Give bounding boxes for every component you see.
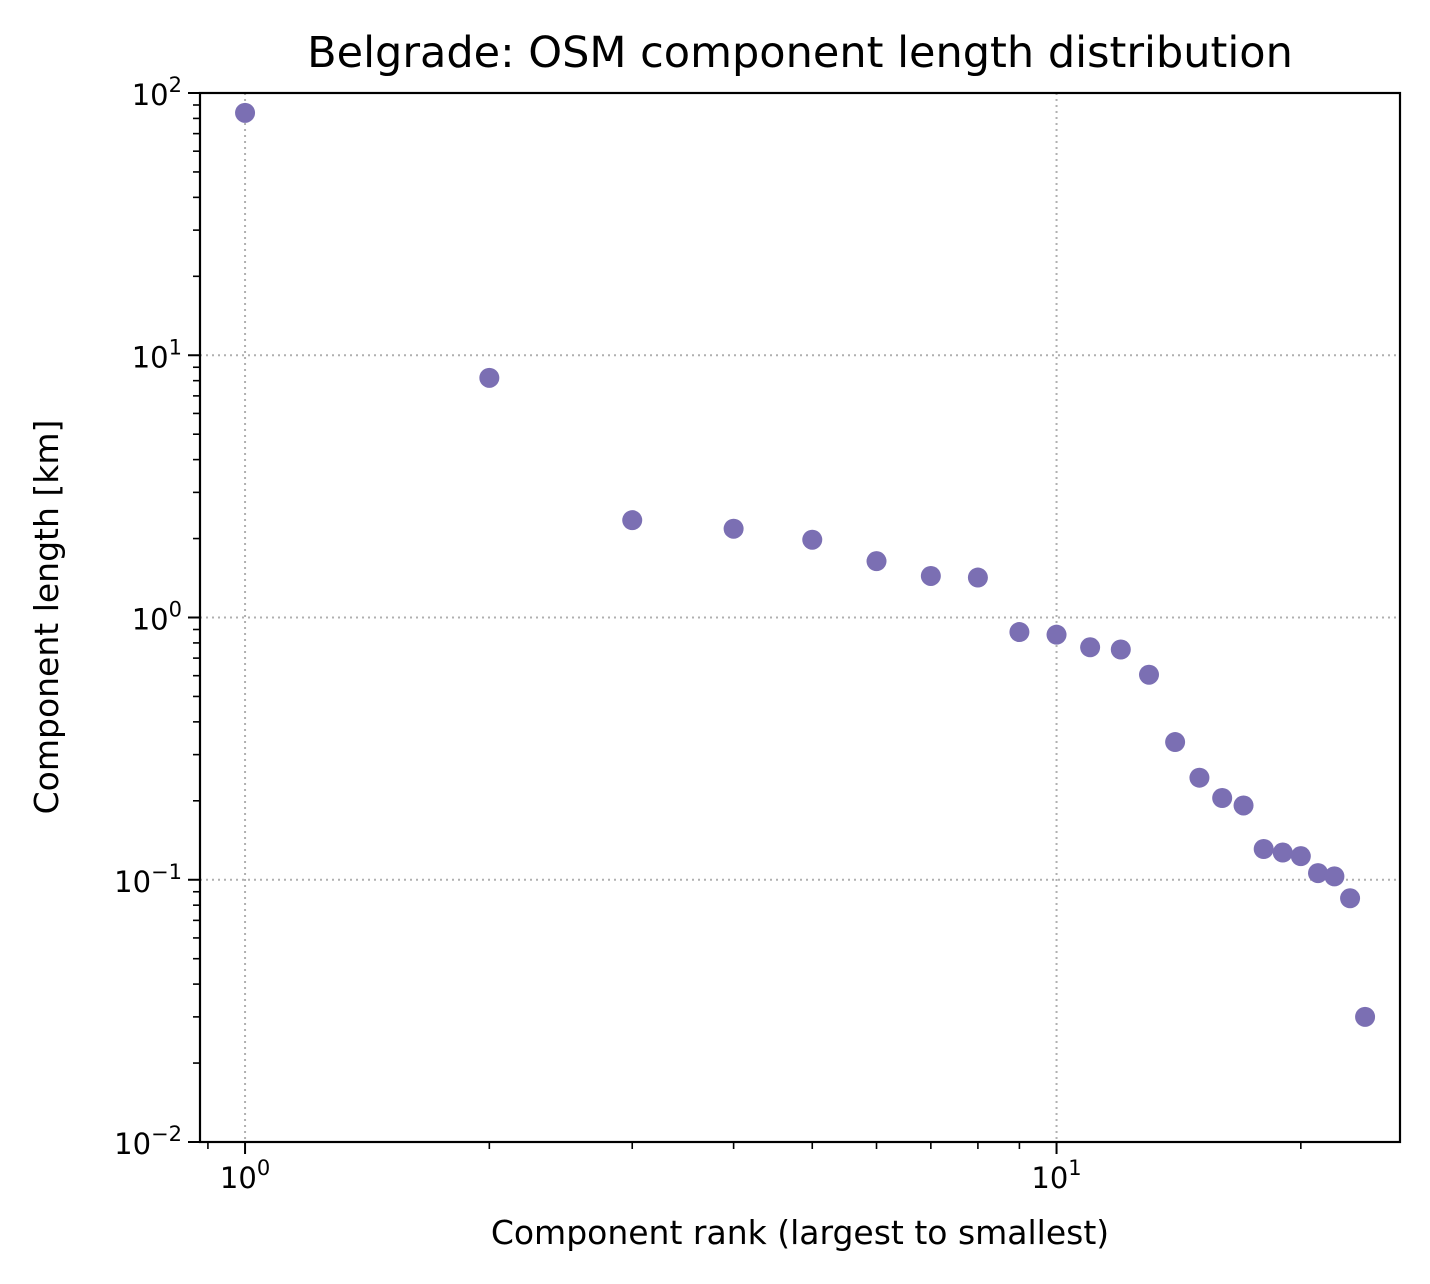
- data-point-17: [1233, 795, 1254, 816]
- data-point-9: [1009, 622, 1030, 643]
- data-point-22: [1324, 866, 1345, 887]
- data-point-21: [1308, 863, 1329, 884]
- data-point-2: [479, 367, 500, 388]
- data-point-3: [622, 510, 643, 531]
- data-point-16: [1212, 787, 1233, 808]
- data-point-14: [1165, 732, 1186, 753]
- data-point-4: [723, 518, 744, 539]
- data-point-12: [1110, 639, 1131, 660]
- data-point-15: [1189, 767, 1210, 788]
- x-axis-label: Component rank (largest to smallest): [491, 1213, 1109, 1252]
- data-point-10: [1046, 624, 1067, 645]
- data-point-19: [1272, 842, 1293, 863]
- data-point-1: [235, 102, 256, 123]
- y-tick-label-0: 102: [132, 73, 182, 112]
- data-point-8: [967, 567, 988, 588]
- data-point-13: [1139, 664, 1160, 685]
- y-axis-label: Component length [km]: [27, 420, 66, 815]
- chart-title: Belgrade: OSM component length distribut…: [307, 28, 1293, 78]
- data-point-7: [920, 565, 941, 586]
- data-points: [235, 102, 1376, 1027]
- data-point-5: [802, 529, 823, 550]
- x-tick-label-1: 101: [1031, 1156, 1081, 1195]
- x-tick-labels: 100 101: [220, 1156, 1082, 1195]
- y-tick-label-1: 101: [132, 335, 182, 374]
- y-tick-label-4: 10−2: [114, 1122, 182, 1161]
- y-tick-label-3: 10−1: [114, 860, 182, 899]
- data-point-23: [1340, 888, 1361, 909]
- minor-ticks: [193, 104, 1302, 1149]
- data-point-18: [1253, 838, 1274, 859]
- y-tick-label-2: 100: [132, 598, 182, 637]
- y-tick-labels: 102 101 100 10−1 10−2: [114, 73, 182, 1161]
- major-ticks: [188, 92, 1058, 1154]
- data-point-11: [1080, 637, 1101, 658]
- data-point-24: [1355, 1006, 1376, 1027]
- data-point-20: [1290, 846, 1311, 867]
- data-point-6: [866, 551, 887, 572]
- x-tick-label-0: 100: [220, 1156, 270, 1195]
